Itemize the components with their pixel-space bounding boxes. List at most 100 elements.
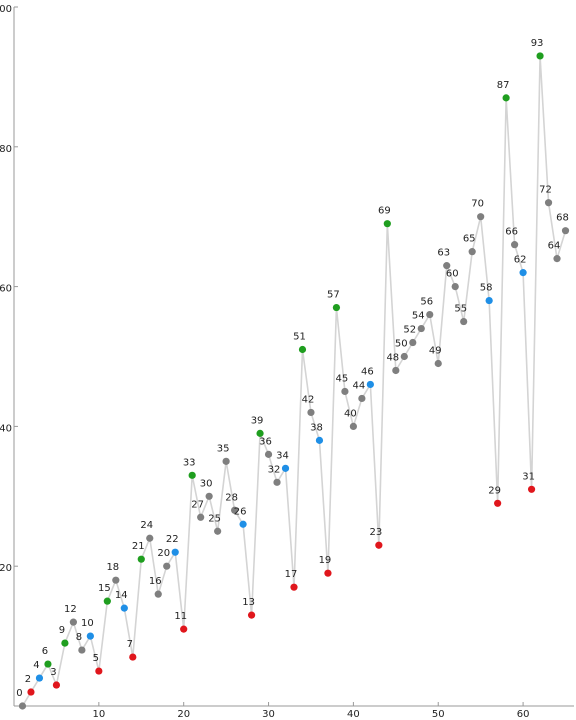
value-label: 24	[140, 520, 153, 531]
value-label: 45	[336, 373, 349, 384]
value-label: 72	[539, 185, 552, 196]
point	[366, 380, 374, 389]
point	[290, 583, 298, 591]
value-label: 21	[132, 541, 145, 552]
line	[21, 55, 567, 707]
value-label: 65	[463, 234, 476, 245]
point	[86, 632, 94, 640]
value-label: 11	[174, 611, 187, 622]
value-label: 54	[412, 311, 425, 322]
point	[112, 576, 120, 584]
point	[222, 457, 230, 465]
point	[511, 241, 519, 249]
x-tick-label: 30	[262, 709, 275, 720]
point	[358, 394, 366, 403]
point	[61, 639, 69, 647]
point	[180, 625, 188, 633]
point	[69, 618, 77, 626]
x-tick-label: 40	[347, 709, 360, 720]
value-label: 4	[33, 660, 39, 671]
point	[341, 387, 349, 396]
x-tick-label: 10	[92, 709, 105, 720]
value-label: 87	[497, 80, 510, 91]
point	[35, 674, 44, 682]
point	[214, 527, 222, 535]
point	[256, 429, 264, 437]
point	[120, 604, 128, 612]
x-tick-label: 50	[432, 709, 445, 720]
value-label: 55	[454, 304, 467, 315]
value-label: 16	[149, 576, 162, 587]
value-label: 38	[310, 422, 323, 433]
point	[95, 667, 103, 675]
point	[129, 653, 137, 661]
value-label: 42	[302, 394, 315, 405]
value-label: 62	[514, 255, 527, 266]
point	[485, 296, 493, 305]
value-label: 0	[16, 688, 22, 699]
point	[561, 227, 570, 235]
value-label: 15	[98, 583, 111, 594]
point	[502, 94, 510, 102]
value-label: 50	[395, 339, 408, 350]
value-label: 20	[157, 548, 170, 559]
value-label: 56	[420, 297, 433, 308]
value-label: 19	[319, 555, 332, 566]
point	[409, 338, 417, 347]
point	[171, 548, 179, 556]
y-tick-label: 20	[0, 563, 12, 574]
value-label: 63	[437, 248, 450, 259]
value-label: 23	[369, 527, 382, 538]
value-label: 66	[505, 227, 518, 238]
value-label: 3	[50, 667, 56, 678]
point	[188, 471, 196, 479]
value-label: 52	[403, 325, 416, 336]
point	[27, 688, 35, 696]
point	[400, 352, 408, 361]
point	[163, 562, 171, 570]
value-label: 93	[531, 38, 544, 49]
point	[273, 478, 281, 486]
value-label: 28	[225, 492, 238, 503]
point	[231, 506, 239, 514]
value-label: 69	[378, 206, 391, 217]
point	[527, 485, 536, 493]
point	[298, 345, 307, 354]
point	[264, 450, 273, 458]
value-label: 48	[386, 352, 399, 363]
point	[494, 499, 502, 507]
value-label: 60	[446, 269, 459, 280]
value-label: 68	[556, 213, 569, 224]
point	[197, 513, 205, 521]
point	[137, 555, 145, 563]
point	[247, 611, 256, 619]
y-tick-label: 100	[0, 4, 12, 15]
value-label: 8	[76, 632, 82, 643]
point	[383, 220, 391, 228]
point	[349, 422, 357, 430]
point	[205, 492, 213, 500]
value-label: 35	[217, 443, 230, 454]
value-label: 57	[327, 290, 340, 301]
value-label: 18	[106, 562, 119, 573]
value-label: 26	[234, 506, 247, 517]
point	[417, 324, 425, 333]
value-label: 14	[115, 590, 128, 601]
point	[434, 359, 442, 368]
value-label: 36	[259, 436, 272, 447]
point	[553, 255, 561, 263]
point	[315, 436, 324, 444]
value-label: 30	[200, 478, 213, 489]
value-label: 64	[548, 241, 561, 252]
point	[103, 597, 111, 605]
value-label: 29	[488, 485, 501, 496]
point	[307, 408, 315, 417]
value-label: 9	[59, 625, 65, 636]
value-label: 49	[429, 345, 442, 356]
value-label: 44	[353, 380, 366, 391]
point	[519, 269, 527, 277]
value-label: 39	[251, 415, 264, 426]
point	[18, 702, 27, 710]
point	[477, 213, 485, 221]
